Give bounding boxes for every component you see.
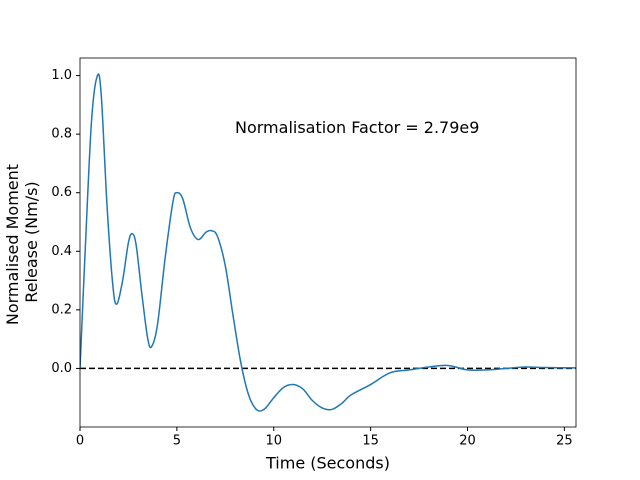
plot-frame (79, 57, 577, 428)
y-tick-label: 0.0 (51, 361, 72, 376)
y-tick-label: 0.2 (51, 302, 72, 317)
y-axis-label: Normalised Moment Release (Nm/s) (3, 159, 41, 325)
x-tick-label: 0 (76, 434, 84, 449)
x-tick-label: 20 (459, 434, 476, 449)
x-tick-label: 5 (173, 434, 181, 449)
annotation: Normalisation Factor = 2.79e9 (235, 118, 479, 137)
data-line (80, 73, 576, 412)
x-tick-label: 25 (556, 434, 573, 449)
y-axis-label-line: Normalised Moment (3, 164, 22, 325)
y-tick-label: 1.0 (51, 68, 72, 83)
y-tick-label: 0.6 (51, 185, 72, 200)
y-tick-label: 0.8 (51, 127, 72, 142)
y-tick-label: 0.4 (51, 244, 72, 259)
x-tick-label: 15 (362, 434, 379, 449)
x-tick-label: 10 (265, 434, 282, 449)
x-axis-label: Time (Seconds) (265, 454, 390, 473)
y-axis-label-line: Release (Nm/s) (22, 181, 41, 302)
